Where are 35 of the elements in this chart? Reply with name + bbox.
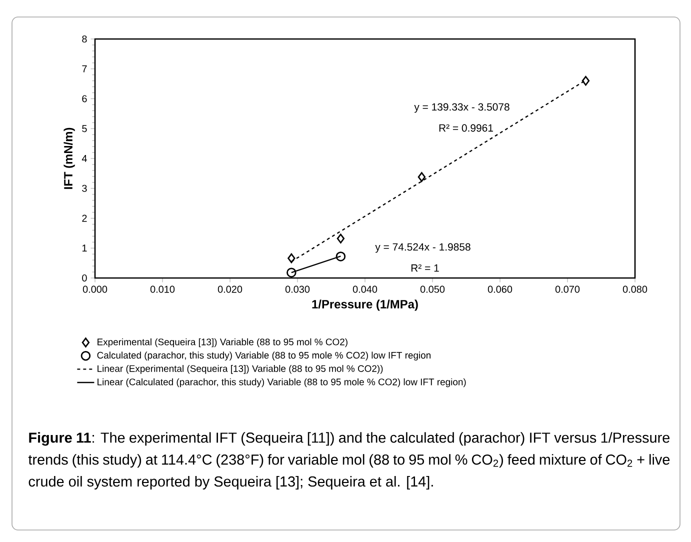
legend-label: Linear (Experimental (Sequeira [13]) Variable (88 to 95 mol % CO2)) — [98, 365, 383, 374]
y-tick-label: 4 — [82, 155, 87, 162]
legend-label: Linear (Calculated (parachor, this study) Variable (88 to 95 mole % CO2) low IFT region) — [98, 378, 466, 388]
x-tick-label: 0.080 — [622, 286, 648, 293]
annotation: R² = 1 — [411, 264, 439, 272]
x-tick-label: 0.050 — [420, 286, 445, 293]
x-tick-label: 0.070 — [555, 286, 580, 293]
x-tick-label: 0.020 — [218, 286, 242, 293]
y-axis-title: IFT (mN/m) — [64, 128, 75, 189]
y-tick-label: 6 — [82, 95, 87, 102]
annotation: R² = 0.9961 — [439, 124, 493, 132]
y-tick-label: 5 — [82, 125, 87, 132]
point — [336, 252, 346, 262]
x-axis-title: 1/Pressure (1/MPa) — [312, 300, 418, 311]
annotation: y = 74.524x - 1.9858 — [375, 243, 470, 253]
x-tick-label: 0.060 — [488, 286, 512, 293]
point — [336, 234, 345, 244]
x-tick-label: 0.030 — [285, 286, 310, 293]
point — [286, 268, 296, 278]
y-tick-label: 7 — [82, 65, 87, 72]
point — [582, 76, 590, 86]
legend-label: Calculated (parachor, this study) Variable (88 to 95 mole % CO2) low IFT region — [97, 352, 431, 360]
point — [288, 253, 296, 264]
y-tick-label: 2 — [82, 214, 87, 222]
y-tick-label: 3 — [82, 184, 87, 192]
x-tick-label: 0.000 — [82, 286, 108, 293]
annotation: y = 139.33x - 3.5078 — [414, 103, 510, 113]
y-tick-label: 1 — [82, 244, 87, 252]
point — [418, 172, 426, 182]
legend-label: Experimental (Sequeira [13]) Variable (88 to 95 mol % CO2) — [98, 338, 348, 348]
y-tick-label: 8 — [82, 35, 87, 43]
y-tick-label: 0 — [82, 274, 87, 282]
text: Figure 11: The experimental IFT (Sequeira [11]) and the calculated (parachor) IFT versus 1/Pressure trends (this study) at 114.4°C (238°F) for variable mol (88 to 95 mol % CO$_{2}$) feed mixture of CO$_{2}$ + live crude oil system reported by Sequeira [13]; Sequeira et al. [14]. — [28, 432, 670, 490]
x-tick-label: 0.010 — [150, 286, 175, 293]
x-tick-label: 0.040 — [352, 286, 378, 293]
